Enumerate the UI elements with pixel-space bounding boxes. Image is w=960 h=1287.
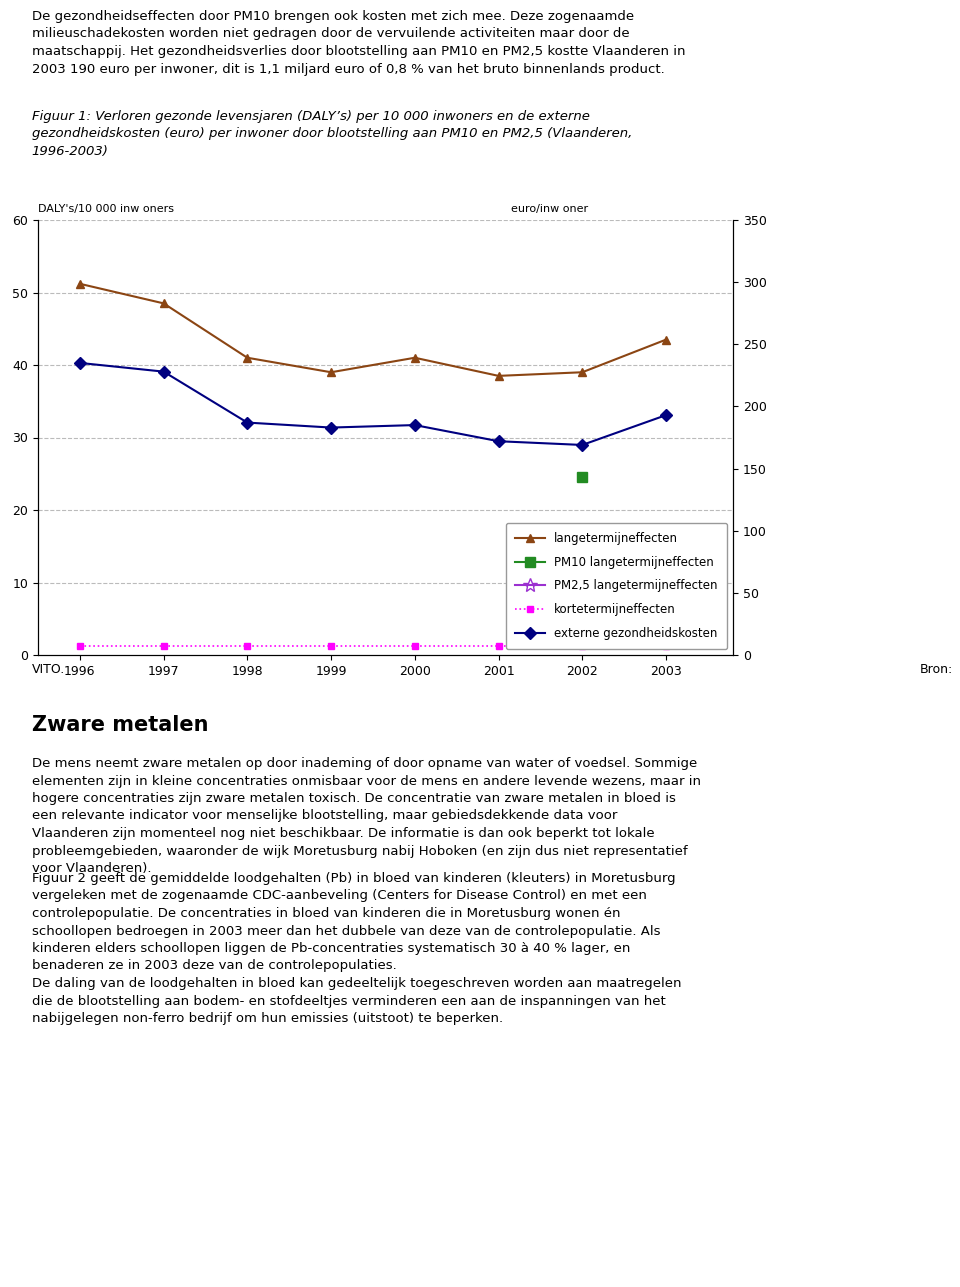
Legend: langetermijneffecten, PM10 langetermijneffecten, PM2,5 langetermijneffecten, kor: langetermijneffecten, PM10 langetermijne… <box>506 523 727 649</box>
Text: Figuur 1: Verloren gezonde levensjaren (DALY’s) per 10 000 inwoners en de extern: Figuur 1: Verloren gezonde levensjaren (… <box>32 109 632 158</box>
Text: DALY's/10 000 inw oners: DALY's/10 000 inw oners <box>38 203 174 214</box>
Text: Figuur 2 geeft de gemiddelde loodgehalten (Pb) in bloed van kinderen (kleuters) : Figuur 2 geeft de gemiddelde loodgehalte… <box>32 873 675 973</box>
Text: Bron:: Bron: <box>921 663 953 676</box>
Text: De gezondheidseffecten door PM10 brengen ook kosten met zich mee. Deze zogenaamd: De gezondheidseffecten door PM10 brengen… <box>32 10 685 76</box>
Text: VITO.: VITO. <box>32 663 65 676</box>
Text: euro/inw oner: euro/inw oner <box>511 203 588 214</box>
Text: Zware metalen: Zware metalen <box>32 716 208 735</box>
Text: De daling van de loodgehalten in bloed kan gedeeltelijk toegeschreven worden aan: De daling van de loodgehalten in bloed k… <box>32 977 682 1024</box>
Text: De mens neemt zware metalen op door inademing of door opname van water of voedse: De mens neemt zware metalen op door inad… <box>32 757 701 875</box>
